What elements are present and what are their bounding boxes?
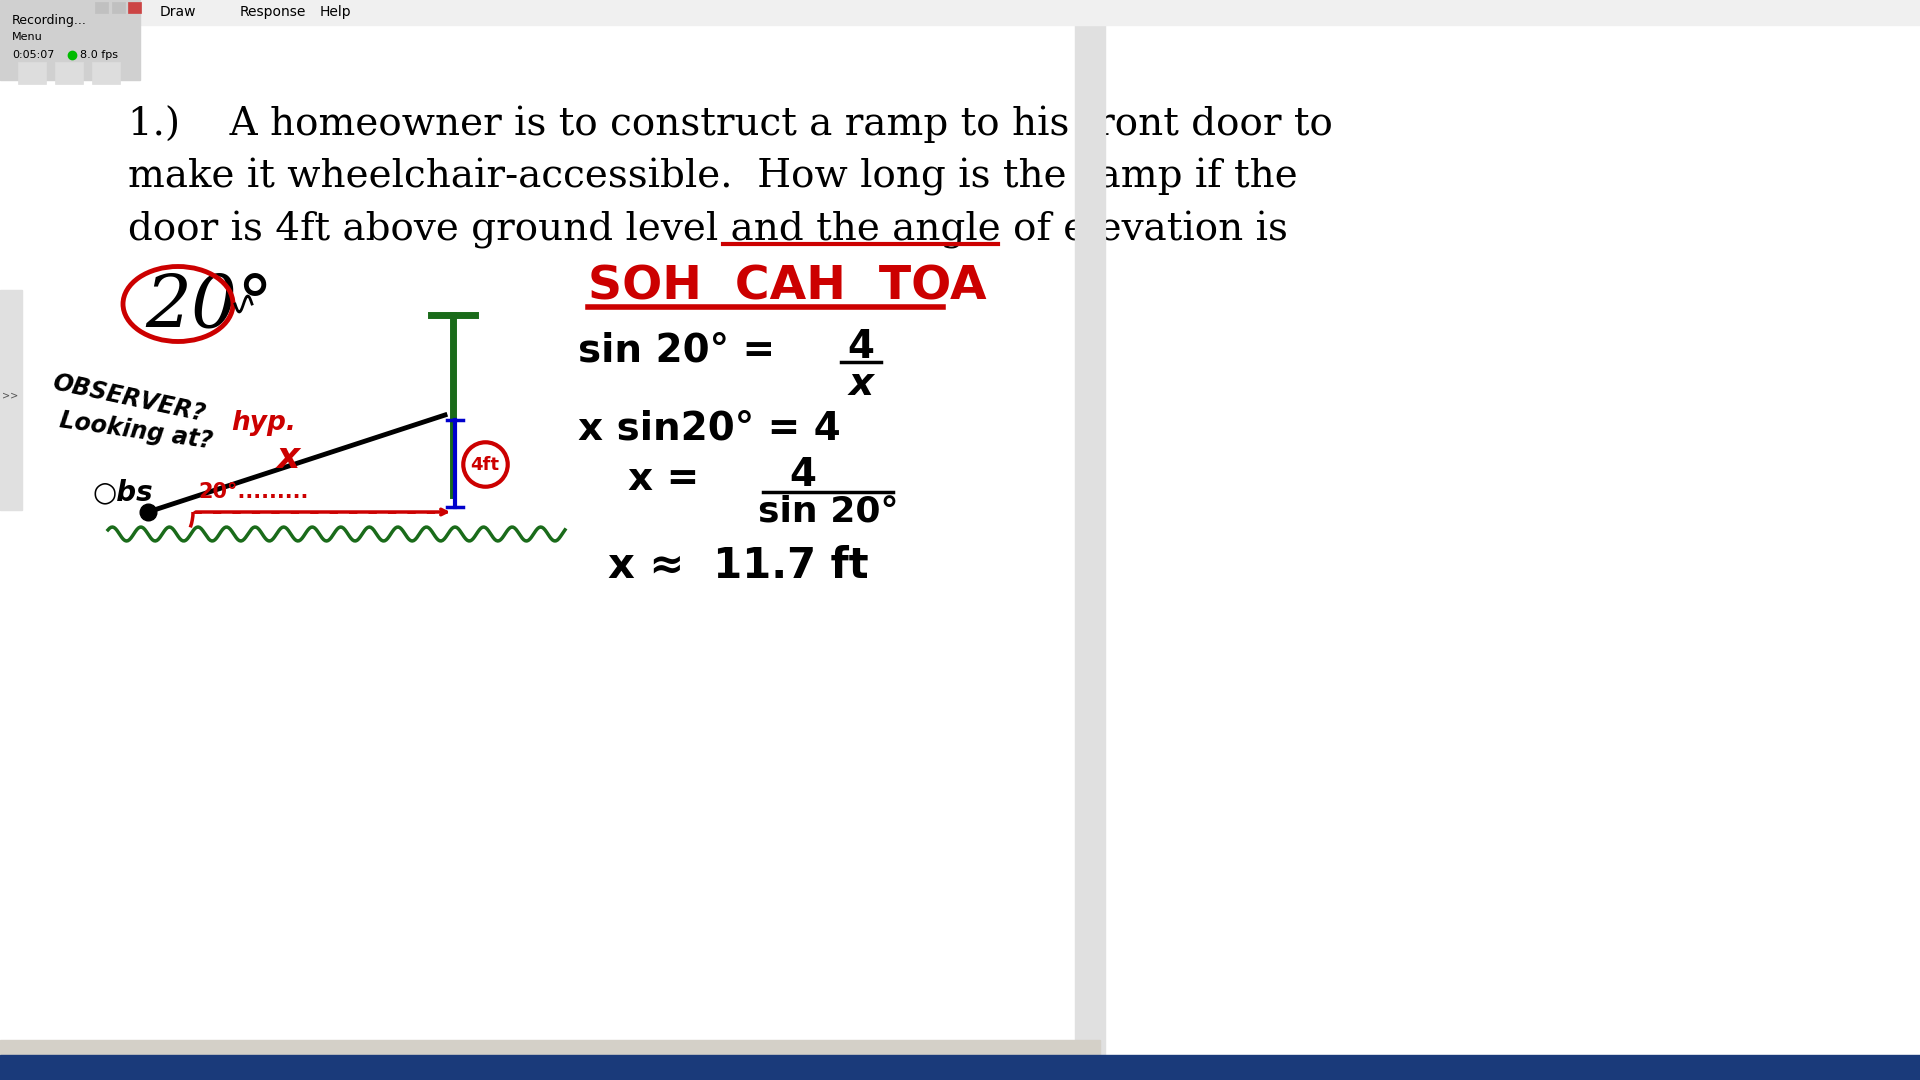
Text: Menu: Menu <box>12 32 42 42</box>
Text: x sin20° = 4: x sin20° = 4 <box>578 410 841 448</box>
Text: 4: 4 <box>847 328 874 366</box>
Text: x ≈  11.7 ft: x ≈ 11.7 ft <box>609 545 868 588</box>
Bar <box>0 1055 1920 1080</box>
Text: x =: x = <box>628 460 712 498</box>
Bar <box>111 2 125 13</box>
Text: 4: 4 <box>789 456 816 494</box>
Text: Recording...: Recording... <box>12 14 86 27</box>
Text: 8.0 fps: 8.0 fps <box>81 50 117 60</box>
Text: 1.)    A homeowner is to construct a ramp to his front door to: 1.) A homeowner is to construct a ramp t… <box>129 105 1332 143</box>
Bar <box>129 2 140 13</box>
Text: >>: >> <box>2 390 17 400</box>
Text: sin 20°: sin 20° <box>758 495 899 529</box>
Bar <box>56 62 83 84</box>
Bar <box>92 62 119 84</box>
Text: hyp.: hyp. <box>232 410 296 436</box>
Text: Looking at?: Looking at? <box>58 408 215 454</box>
Text: Help: Help <box>321 5 351 19</box>
Bar <box>0 0 140 80</box>
Bar <box>17 62 46 84</box>
Text: x: x <box>276 442 300 475</box>
Bar <box>94 2 108 13</box>
Text: make it wheelchair-accessible.  How long is the ramp if the: make it wheelchair-accessible. How long … <box>129 158 1298 195</box>
Text: door is 4ft above ground level and the angle of elevation is: door is 4ft above ground level and the a… <box>129 211 1288 249</box>
Bar <box>0 291 21 510</box>
Bar <box>0 1040 1100 1080</box>
Text: OBSERVER?: OBSERVER? <box>50 370 207 426</box>
Text: 20°: 20° <box>146 272 273 342</box>
Text: Draw: Draw <box>159 5 196 19</box>
Text: ○bs: ○bs <box>92 478 154 507</box>
Text: Response: Response <box>240 5 307 19</box>
Text: SOH  CAH  TOA: SOH CAH TOA <box>588 265 987 310</box>
Bar <box>1075 0 1106 1080</box>
Text: 0:05:07: 0:05:07 <box>12 50 54 60</box>
Bar <box>140 0 1920 25</box>
Text: sin 20° =: sin 20° = <box>578 332 789 370</box>
Text: 4ft: 4ft <box>470 457 499 474</box>
Text: x: x <box>849 365 874 403</box>
Text: 20°.........: 20°......... <box>198 482 309 502</box>
